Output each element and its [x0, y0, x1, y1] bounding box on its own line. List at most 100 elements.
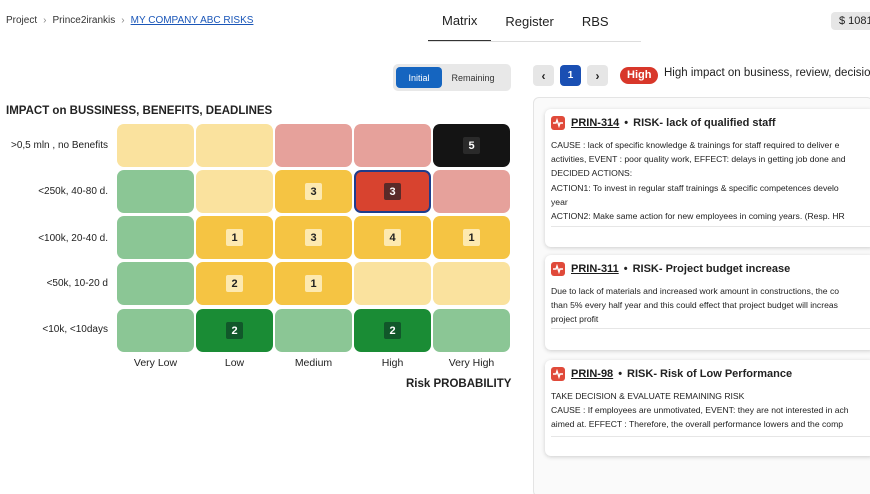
risk-pulse-icon	[551, 262, 565, 276]
col-label-medium: Medium	[294, 357, 333, 369]
matrix-cell[interactable]: 2	[354, 309, 431, 352]
row-label-impact-3: <100k, 20-40 d.	[38, 233, 108, 244]
toggle-initial[interactable]: Initial	[396, 67, 442, 88]
risk-count-badge: 1	[463, 229, 480, 246]
risk-card-description: Due to lack of materials and increased w…	[551, 284, 839, 327]
description-line: DECIDED ACTIONS:	[551, 168, 633, 179]
card-divider	[551, 226, 870, 227]
row-label-impact-1: <10k, <10days	[42, 324, 108, 335]
breadcrumb-program[interactable]: Prince2irankis	[52, 15, 116, 26]
breadcrumb: Project › Prince2irankis › MY COMPANY AB…	[6, 15, 253, 26]
separator-dot: •	[623, 263, 628, 275]
description-line: TAKE DECISION & EVALUATE REMAINING RISK	[551, 391, 745, 401]
risk-card-title: RISK- Risk of Low Performance	[627, 368, 793, 380]
risk-count-badge: 3	[384, 183, 401, 200]
chevron-right-icon: ›	[43, 15, 47, 26]
risk-card-description: TAKE DECISION & EVALUATE REMAINING RISK …	[551, 389, 849, 432]
page-number-button[interactable]: 1	[560, 65, 581, 86]
separator-dot: •	[624, 117, 629, 129]
matrix-cell-selected[interactable]: 3	[354, 170, 431, 213]
description-line: project profit	[551, 314, 599, 325]
description-line: ACTION2: Make same action for new employ…	[551, 211, 845, 222]
risk-card-id-link[interactable]: PRIN-98	[571, 368, 614, 380]
col-label-low: Low	[224, 357, 245, 369]
risk-count-badge: 4	[384, 229, 401, 246]
risk-pulse-icon	[551, 116, 565, 130]
matrix-cell[interactable]	[433, 309, 510, 352]
matrix-cell[interactable]	[354, 262, 431, 305]
description-line: ACTION1: To invest in regular staff trai…	[551, 182, 839, 193]
risk-count-badge: 2	[226, 322, 243, 339]
probability-axis-title: Risk PROBABILITY	[406, 378, 512, 390]
risk-count-badge: 1	[226, 229, 243, 246]
impact-axis-title: IMPACT on BUSSINESS, BENEFITS, DEADLINES	[6, 105, 273, 117]
tab-register[interactable]: Register	[505, 13, 554, 29]
risk-card-id-link[interactable]: PRIN-314	[571, 117, 620, 129]
price-badge: $ 1081	[831, 12, 870, 30]
description-line: activities, EVENT : poor quality work, E…	[551, 154, 846, 165]
matrix-cell[interactable]: 3	[275, 170, 352, 213]
matrix-cell[interactable]	[433, 170, 510, 213]
description-line: CAUSE : lack of specific knowledge & tra…	[551, 140, 840, 150]
risk-card[interactable]: PRIN-311 • RISK- Project budget increase…	[545, 255, 870, 350]
matrix-cell[interactable]	[433, 262, 510, 305]
risk-count-badge: 2	[226, 275, 243, 292]
risk-card-title: RISK- lack of qualified staff	[633, 117, 776, 129]
breadcrumb-project[interactable]: Project	[6, 15, 38, 26]
risk-card-title: RISK- Project budget increase	[632, 263, 791, 275]
risk-count-badge: 2	[384, 322, 401, 339]
matrix-cell[interactable]	[117, 262, 194, 305]
matrix-cell[interactable]: 2	[196, 262, 273, 305]
col-label-high: High	[381, 357, 404, 369]
col-label-very-low: Very Low	[133, 357, 178, 369]
matrix-cell[interactable]: 2	[196, 309, 273, 352]
view-tabs: Matrix Register RBS	[428, 0, 641, 42]
matrix-cell[interactable]	[117, 170, 194, 213]
risk-level-badge: High	[620, 67, 659, 84]
card-divider	[551, 328, 870, 329]
matrix-cell[interactable]: 1	[196, 216, 273, 259]
row-label-impact-2: <50k, 10-20 d	[46, 278, 108, 289]
matrix-cell[interactable]: 1	[275, 262, 352, 305]
matrix-cell[interactable]	[117, 216, 194, 259]
matrix-cell[interactable]	[117, 309, 194, 352]
tab-matrix[interactable]: Matrix	[428, 0, 492, 42]
breadcrumb-current[interactable]: MY COMPANY ABC RISKS	[130, 15, 254, 26]
matrix-cell[interactable]: 4	[354, 216, 431, 259]
separator-dot: •	[618, 368, 623, 380]
next-page-button[interactable]: ›	[587, 65, 608, 86]
description-line: CAUSE : If employees are unmotivated, EV…	[551, 405, 849, 416]
risk-card[interactable]: PRIN-98 • RISK- Risk of Low Performance …	[545, 360, 870, 456]
matrix-cell[interactable]: 5	[433, 124, 510, 167]
tab-rbs[interactable]: RBS	[581, 13, 609, 29]
risk-count-badge: 3	[305, 183, 322, 200]
initial-remaining-toggle: Initial Remaining	[393, 64, 511, 91]
card-divider	[551, 436, 870, 437]
description-line: Due to lack of materials and increased w…	[551, 286, 840, 296]
matrix-cell[interactable]	[196, 124, 273, 167]
chevron-right-icon: ›	[121, 15, 125, 26]
matrix-cell[interactable]	[117, 124, 194, 167]
description-line: year	[551, 196, 568, 207]
risk-card-header: PRIN-98 • RISK- Risk of Low Performance	[551, 367, 792, 381]
risk-count-badge: 5	[463, 137, 480, 154]
matrix-cell[interactable]	[196, 170, 273, 213]
toggle-remaining[interactable]: Remaining	[451, 72, 495, 83]
risk-card-description: CAUSE : lack of specific knowledge & tra…	[551, 138, 846, 223]
tabs-divider	[428, 41, 641, 42]
risk-card[interactable]: PRIN-314 • RISK- lack of qualified staff…	[545, 109, 870, 247]
risk-pulse-icon	[551, 367, 565, 381]
col-label-very-high: Very High	[448, 357, 495, 369]
matrix-cell[interactable]: 1	[433, 216, 510, 259]
row-label-impact-5: >0,5 mln , no Benefits	[10, 140, 108, 151]
risk-count-badge: 3	[305, 229, 322, 246]
risk-card-header: PRIN-311 • RISK- Project budget increase	[551, 262, 790, 276]
matrix-cell[interactable]: 3	[275, 216, 352, 259]
prev-page-button[interactable]: ‹	[533, 65, 554, 86]
matrix-cell[interactable]	[275, 309, 352, 352]
risk-card-id-link[interactable]: PRIN-311	[571, 263, 619, 275]
description-line: aimed at. EFFECT : Therefore, the overal…	[551, 419, 844, 430]
matrix-cell[interactable]	[354, 124, 431, 167]
matrix-cell[interactable]	[275, 124, 352, 167]
description-line: than 5% every half year and this could e…	[551, 300, 838, 311]
